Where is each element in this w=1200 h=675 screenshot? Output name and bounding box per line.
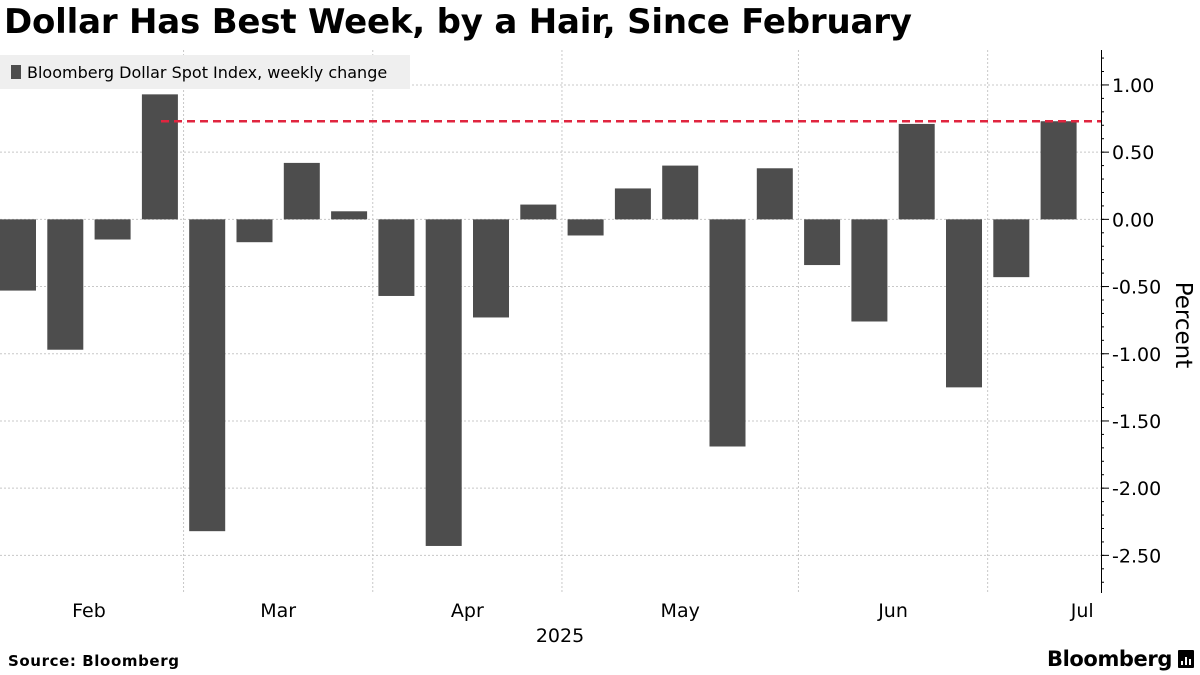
y-tick-label: 1.00 [1112,75,1154,97]
bar [473,219,509,318]
y-tick-label: -1.00 [1112,344,1161,366]
brand-name: Bloomberg [1046,647,1172,671]
y-axis-label: Percent [1170,281,1196,369]
y-tick-label: -2.50 [1112,545,1161,567]
bar [425,219,462,546]
x-tick-label: May [661,600,700,622]
x-tick-label: Jun [877,600,908,622]
bloomberg-logo: Bloomberg [1047,647,1194,671]
y-axis: 1.00 0.50 0.00 -0.50 -1.00 -1.50 -2.00 -2.50 [1101,50,1161,593]
bar [662,165,699,220]
bar [283,162,320,220]
bar [804,219,841,266]
bar [47,219,84,350]
bar [189,219,226,532]
x-tick-label: Mar [260,600,296,622]
bar [236,219,273,243]
bar [756,168,793,220]
bar [0,219,36,291]
bar [709,219,746,447]
bar [94,219,131,240]
y-tick-label: -1.50 [1112,411,1161,433]
bar [141,94,178,220]
y-tick-label: 0.50 [1112,142,1154,164]
legend: Bloomberg Dollar Spot Index, weekly chan… [0,55,410,89]
bar [331,211,368,220]
y-tick-label: -2.00 [1112,478,1161,500]
bar [993,219,1030,278]
bar [898,123,935,220]
bar [520,204,557,220]
bars [0,94,1077,546]
legend-label: Bloomberg Dollar Spot Index, weekly chan… [27,62,388,82]
legend-swatch [11,65,21,79]
y-tick-label: 0.00 [1112,209,1154,231]
bloomberg-terminal-icon [1178,650,1194,668]
chart-title: Dollar Has Best Week, by a Hair, Since F… [4,2,912,42]
x-axis-label: 2025 [536,625,584,647]
bar [946,219,982,388]
y-tick-label: -0.50 [1112,277,1161,299]
bar [851,219,888,322]
x-tick-label: Jul [1070,600,1094,622]
bar [567,219,604,236]
x-axis-labels: Feb Mar Apr May Jun Jul 2025 [72,600,1094,647]
bar [378,219,415,296]
x-tick-label: Feb [72,600,106,622]
bar [1040,121,1077,220]
x-tick-label: Apr [451,600,484,622]
source-note: Source: Bloomberg [8,652,180,670]
bar [614,188,651,220]
